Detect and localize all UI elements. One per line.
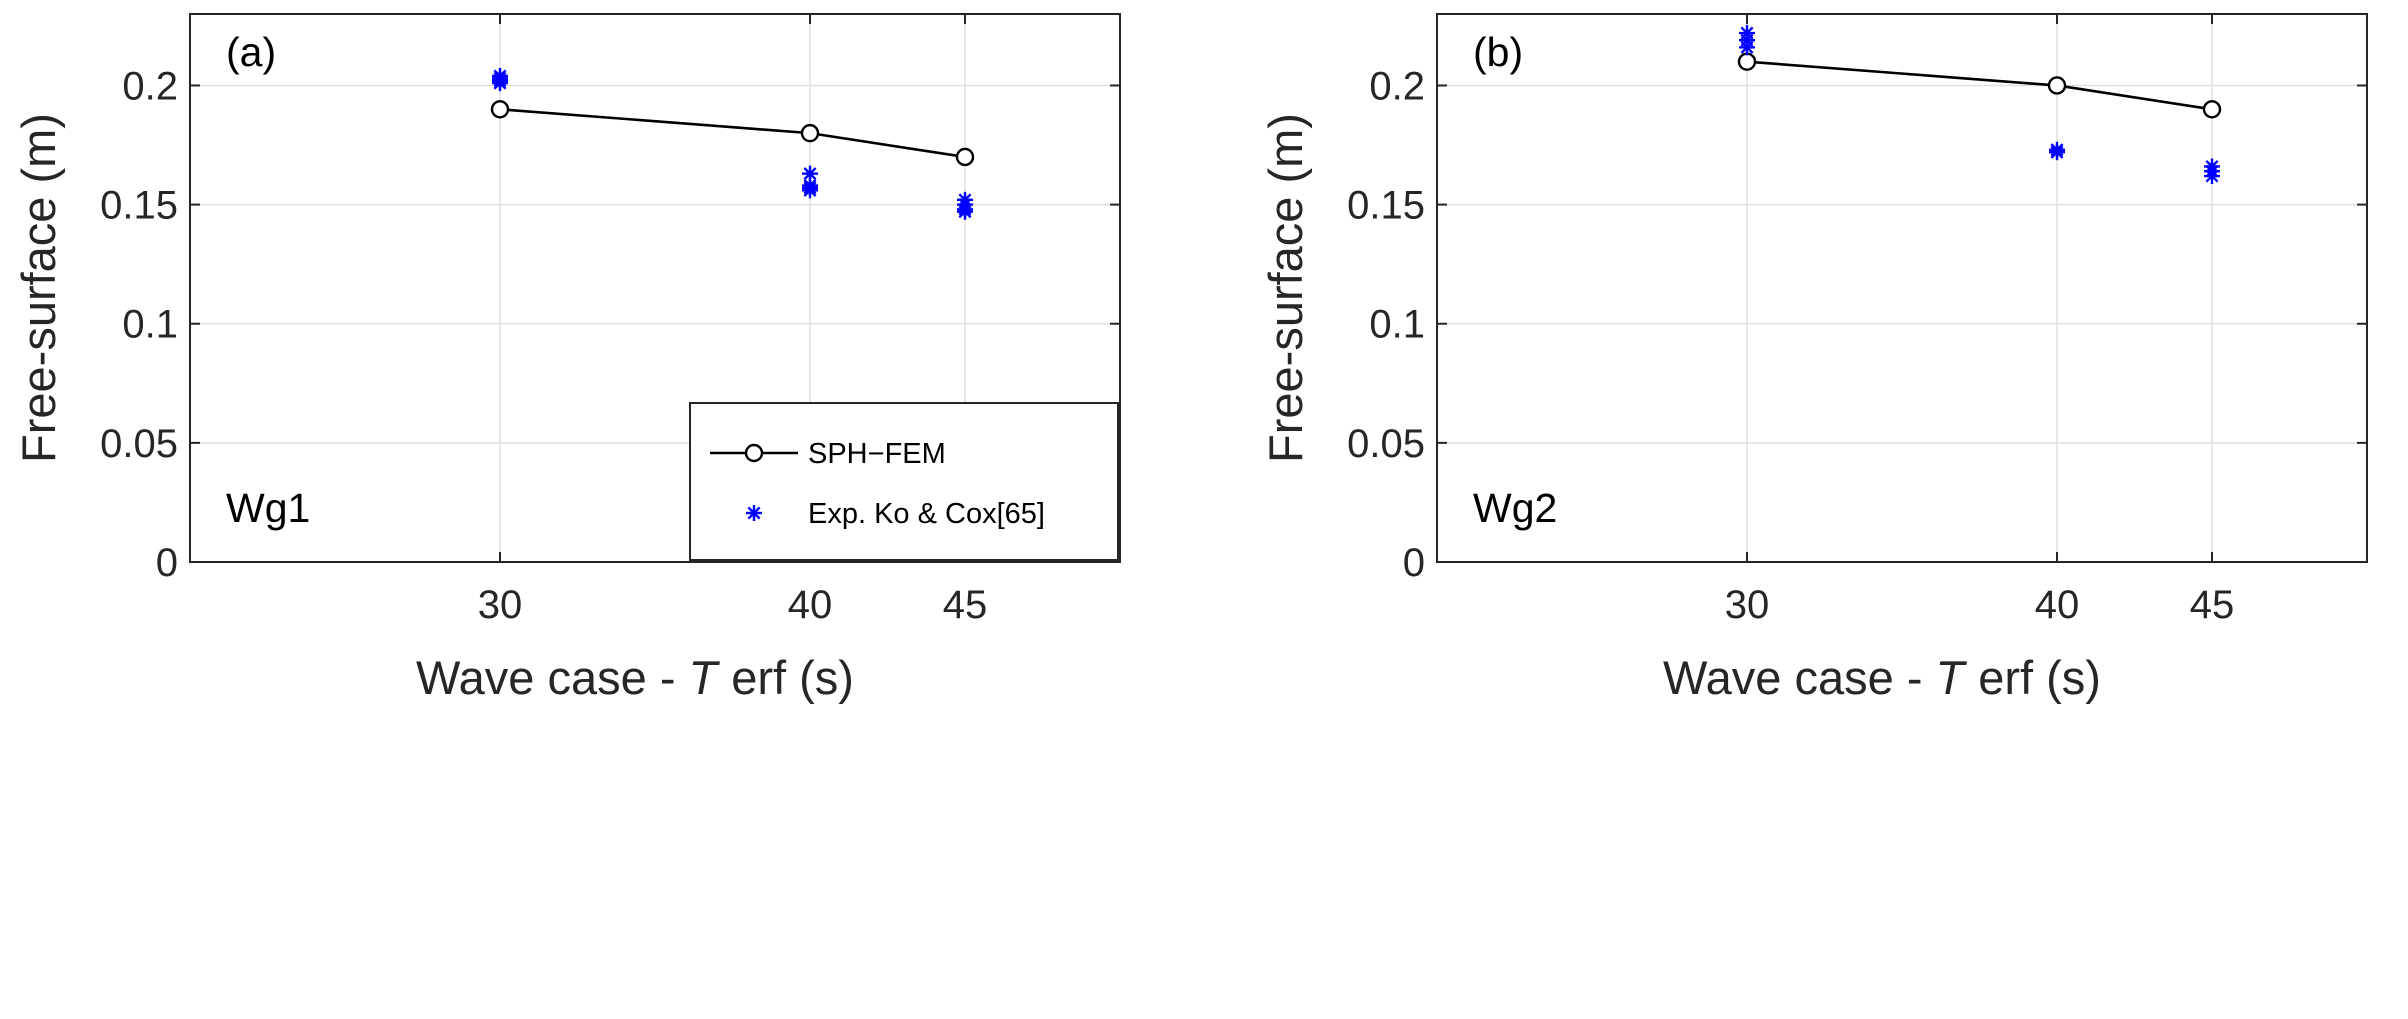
legend-entry-experiment: Exp. Ko & Cox[65] [808,498,1045,530]
experiment-point [957,203,973,220]
plot-area-frame [189,13,1121,563]
y-tick-label: 0 [1403,541,1425,585]
x-tick-labels: 30 40 45 [1725,14,2235,627]
x-axis-label-symbol: T [1936,651,1968,704]
x-tick-label: 45 [2190,583,2235,627]
data-marks [1737,25,2222,185]
experiment-point [1739,39,1755,56]
x-axis-label-prefix: Wave case - [416,651,689,704]
experiment-point [2204,168,2220,185]
x-tick-label: 30 [478,583,523,627]
legend: SPH−FEM Exp. Ko & Cox[65] [689,402,1119,561]
gauge-annotation: Wg1 [226,485,310,531]
sph-fem-point [800,123,820,143]
sph-fem-point [955,147,975,167]
chart-panel-wg2: 0 0.05 0.1 0.15 0.2 30 40 45 (b) Wg2 Free-surf… [1259,13,2368,704]
sph-fem-point [490,100,510,119]
sph-fem-point [2047,76,2067,95]
x-axis-label-suffix: erf (s) [731,651,854,704]
y-tick-label: 0.05 [100,422,178,466]
y-tick-label: 0.05 [1347,422,1425,466]
plot-area-frame [1436,13,2368,563]
x-tick-label: 40 [788,583,833,627]
y-tick-label: 0.15 [100,184,178,228]
y-tick-labels: 0 0.05 0.1 0.15 0.2 [1347,64,2367,585]
x-tick-label: 30 [1725,583,1770,627]
legend-asterisk-glyph [746,505,762,521]
grid-lines [1437,14,2367,563]
experiment-point [492,75,508,92]
x-axis-label-prefix: Wave case - [1663,651,1936,704]
x-axis-label-suffix: erf (s) [1978,651,2101,704]
data-marks [490,67,975,220]
y-axis-label: Free-surface (m) [1259,113,1312,463]
y-tick-label: 0.2 [122,64,178,108]
x-tick-label: 40 [2035,583,2080,627]
legend-entry-sph-fem: SPH−FEM [808,438,946,470]
sph-fem-line [499,108,966,159]
gauge-annotation: Wg2 [1473,485,1557,531]
experiment-point [802,182,818,199]
y-tick-label: 0.15 [1347,184,1425,228]
y-tick-label: 0.2 [1369,64,1425,108]
sph-fem-point [1737,52,1757,71]
legend-box [689,402,1119,561]
legend-asterisk-marker [746,505,762,521]
legend-circle-marker [744,443,764,463]
x-axis-label-symbol: T [689,651,721,704]
y-axis-label: Free-surface (m) [12,113,65,463]
chart-panel-wg1: 0 0.05 0.1 0.15 0.2 30 40 45 (a) Wg1 Free-surf… [12,13,1121,704]
experiment-point [2049,144,2065,161]
panel-label: (b) [1473,29,1523,75]
y-tick-label: 0.1 [1369,303,1425,347]
sph-fem-point [2202,100,2222,119]
panel-label: (a) [226,29,276,75]
y-tick-label: 0 [156,541,178,585]
y-tick-label: 0.1 [122,303,178,347]
x-tick-label: 45 [943,583,988,627]
y-tick-labels: 0 0.05 0.1 0.15 0.2 [100,64,1120,585]
